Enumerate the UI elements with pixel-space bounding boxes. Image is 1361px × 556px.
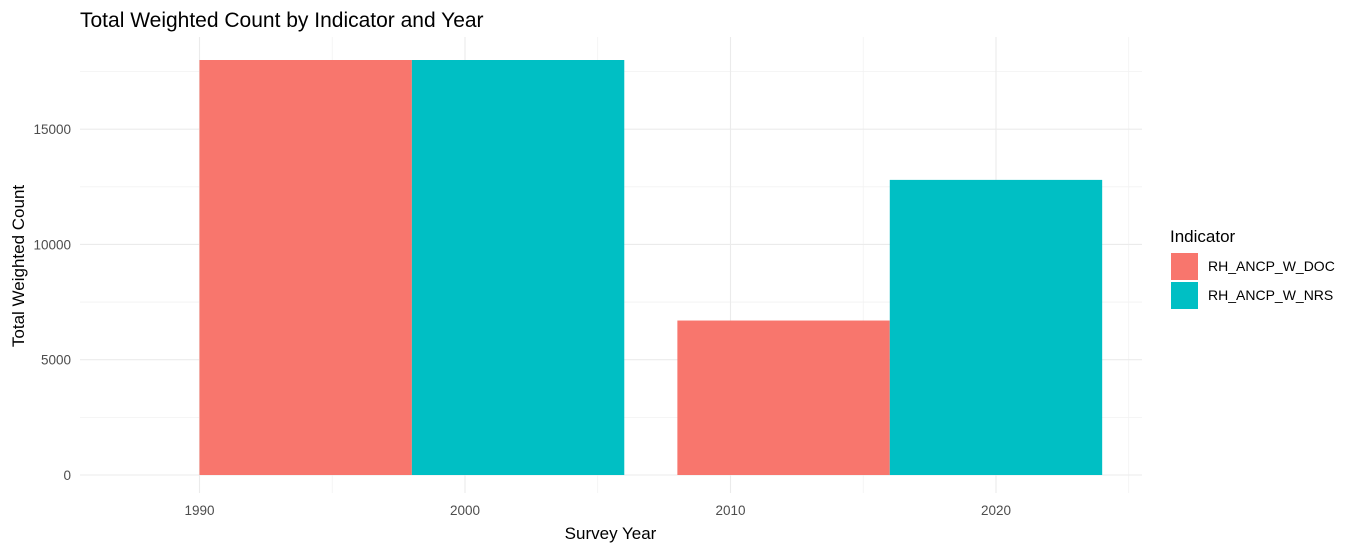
- legend-key: [1171, 282, 1198, 309]
- y-axis-title: Total Weighted Count: [9, 185, 28, 348]
- bar-rh-ancp-w-nrs-2002: [411, 60, 625, 475]
- legend-items: RH_ANCP_W_DOC RH_ANCP_W_NRS: [1171, 253, 1335, 309]
- legend-label: RH_ANCP_W_DOC: [1208, 258, 1335, 274]
- bar-rh-ancp-w-doc-2012: [677, 320, 890, 475]
- x-tick-label: 2000: [450, 503, 480, 518]
- bar-rh-ancp-w-doc-1994: [199, 60, 412, 475]
- x-axis-ticks: 1990 2000 2010 2020: [184, 503, 1011, 518]
- y-axis-ticks: 0 5000 10000 15000: [33, 122, 71, 483]
- legend: Indicator RH_ANCP_W_DOC RH_ANCP_W_NRS: [1170, 227, 1335, 309]
- y-tick-label: 5000: [41, 353, 71, 368]
- x-tick-label: 2020: [981, 503, 1011, 518]
- x-tick-label: 2010: [715, 503, 745, 518]
- x-axis-title: Survey Year: [565, 524, 657, 543]
- y-tick-label: 15000: [33, 122, 71, 137]
- chart-title: Total Weighted Count by Indicator and Ye…: [80, 9, 484, 32]
- legend-title: Indicator: [1170, 227, 1236, 246]
- y-tick-label: 10000: [33, 237, 71, 252]
- legend-label: RH_ANCP_W_NRS: [1208, 287, 1333, 303]
- legend-key: [1171, 253, 1198, 280]
- bars: [199, 60, 1103, 475]
- x-tick-label: 1990: [184, 503, 214, 518]
- y-tick-label: 0: [63, 468, 71, 483]
- bar-rh-ancp-w-nrs-2020: [889, 179, 1103, 475]
